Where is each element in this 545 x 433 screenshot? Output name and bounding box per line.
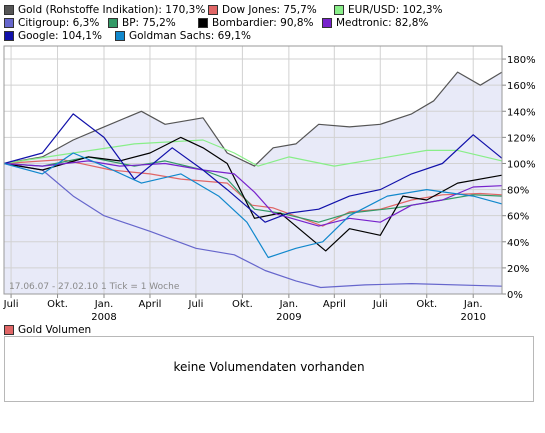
x-tick-label: Jan. (94, 299, 114, 310)
legend-item-medtronic[interactable]: Medtronic: 82,8% (322, 16, 428, 29)
gold-area (4, 72, 502, 294)
legend-item-citigroup[interactable]: Citigroup: 6,3% (4, 16, 99, 29)
line-chart: 0% 20% 40% 60% 80% 100% 120% 140% 160% 180% Juli Ok… (3, 45, 536, 323)
series-line-gold-rohstoffe-indikation (3, 71, 503, 167)
x-tick-label: Juli (188, 299, 204, 310)
legend-swatch (208, 4, 218, 15)
date-range-label: 17.06.07 - 27.02.10 1 Tick = 1 Woche (9, 282, 180, 292)
legend-swatch (334, 4, 344, 15)
x-year-label: 2010 (460, 312, 485, 323)
legend-swatch (4, 17, 14, 28)
y-tick-label: 40% (507, 238, 529, 249)
legend-label: BP: 75,2% (122, 16, 176, 29)
y-tick-label: 80% (507, 186, 529, 197)
legend-swatch (108, 17, 118, 28)
legend-label: Medtronic: 82,8% (336, 16, 429, 29)
x-year-label: 2009 (276, 312, 301, 323)
volume-legend: Gold Volumen (4, 324, 91, 336)
legend-item-gold[interactable]: Gold (Rohstoffe Indikation): 170,3% (4, 3, 205, 16)
x-tick-label: Jan. (279, 299, 299, 310)
x-tick-label: April (323, 299, 346, 310)
legend-label: EUR/USD: 102,3% (348, 3, 443, 16)
volume-swatch (4, 325, 14, 335)
legend-label: Google: 104,1% (18, 29, 102, 42)
y-tick-label: 120% (507, 133, 536, 144)
x-tick-label: Okt. (416, 299, 437, 310)
y-tick-label: 60% (507, 212, 529, 223)
volume-message: keine Volumendaten vorhanden (173, 360, 365, 374)
y-tick-label: 160% (507, 81, 536, 92)
chart-legend: Gold (Rohstoffe Indikation): 170,3% Dow … (4, 3, 544, 43)
legend-label: Citigroup: 6,3% (18, 16, 100, 29)
y-tick-label: 140% (507, 107, 536, 118)
legend-label: Bombardier: 90,8% (212, 16, 314, 29)
legend-label: Goldman Sachs: 69,1% (129, 29, 252, 42)
x-year-label: 2008 (91, 312, 116, 323)
legend-label: Dow Jones: 75,7% (222, 3, 317, 16)
legend-item-bombardier[interactable]: Bombardier: 90,8% (198, 16, 314, 29)
series-line-citigroup (3, 162, 503, 289)
series-line-goldman-sachs (3, 152, 503, 259)
x-tick-label: April (139, 299, 162, 310)
y-tick-label: 20% (507, 264, 529, 275)
legend-label: Gold (Rohstoffe Indikation): 170,3% (18, 3, 206, 16)
x-tick-label: Okt. (47, 299, 68, 310)
legend-item-goldman-sachs[interactable]: Goldman Sachs: 69,1% (115, 29, 251, 42)
plot-border (3, 45, 503, 295)
y-tick-label: 0% (507, 290, 523, 301)
y-tick-label: 100% (507, 159, 536, 170)
legend-item-bp[interactable]: BP: 75,2% (108, 16, 176, 29)
legend-swatch (115, 30, 125, 41)
y-tick-label: 180% (507, 55, 536, 66)
x-tick-label: Juli (3, 299, 19, 310)
legend-swatch (198, 17, 208, 28)
x-tick-label: Juli (372, 299, 388, 310)
series-line-eur-usd (3, 139, 503, 167)
x-tick-label: Okt. (232, 299, 253, 310)
legend-swatch (4, 4, 14, 15)
legend-swatch (4, 30, 14, 41)
legend-item-google[interactable]: Google: 104,1% (4, 29, 102, 42)
x-tick-label: Jan. (463, 299, 483, 310)
legend-item-dow-jones[interactable]: Dow Jones: 75,7% (208, 3, 317, 16)
series-line-google (3, 113, 503, 223)
volume-panel: keine Volumendaten vorhanden (4, 336, 534, 402)
legend-item-eur-usd[interactable]: EUR/USD: 102,3% (334, 3, 443, 16)
volume-legend-label: Gold Volumen (18, 324, 92, 336)
series-line-bombardier (3, 136, 503, 252)
series-line-medtronic (3, 160, 503, 227)
legend-swatch (322, 17, 332, 28)
